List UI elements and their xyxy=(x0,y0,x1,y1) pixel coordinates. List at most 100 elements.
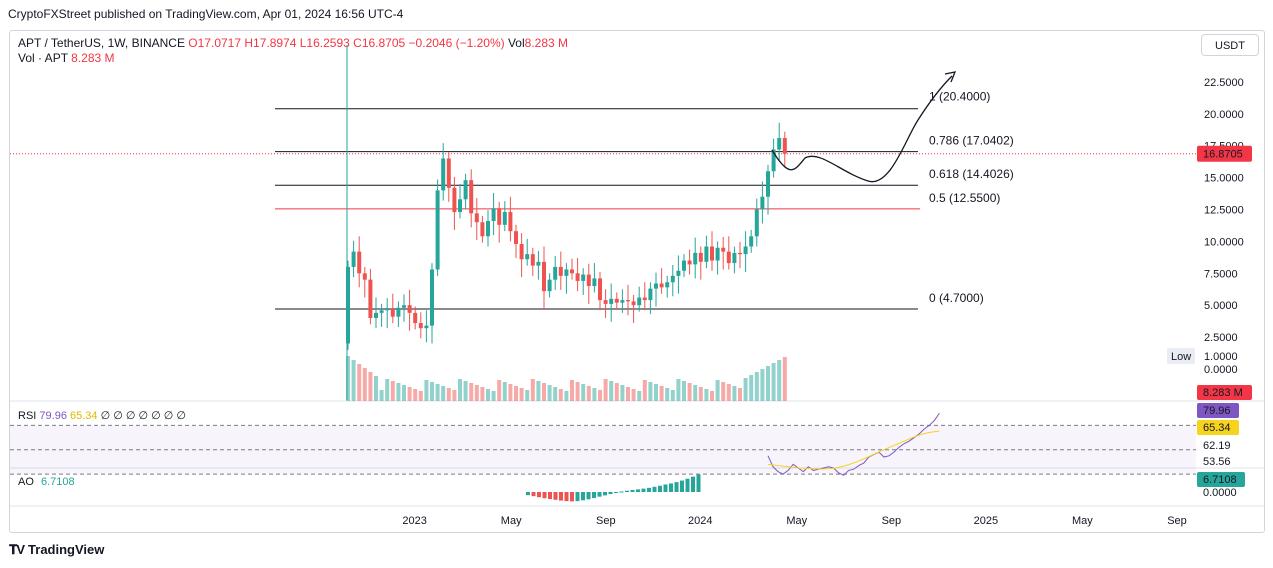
candle-body xyxy=(777,138,782,150)
ao-bar xyxy=(526,492,530,496)
volume-bar xyxy=(586,386,591,401)
ao-bar xyxy=(537,492,541,498)
vol-label: Vol xyxy=(507,36,525,50)
volume-bar xyxy=(726,384,731,401)
price-axis-tick: 22.5000 xyxy=(1204,77,1244,89)
volume-bar xyxy=(598,390,602,401)
rsi-label[interactable]: RSI xyxy=(18,410,37,422)
candle-body xyxy=(586,274,591,287)
candle-body xyxy=(609,298,614,304)
candle-body xyxy=(570,269,574,274)
volume-bar xyxy=(435,384,440,401)
volume-bar xyxy=(777,360,782,401)
ao-bar xyxy=(564,492,569,502)
volume-bar xyxy=(536,381,541,401)
ao-label[interactable]: AO xyxy=(18,476,34,488)
volume-bar xyxy=(609,381,614,401)
volume-bar xyxy=(575,382,580,401)
ao-bar xyxy=(641,488,646,492)
volume-bar xyxy=(491,391,496,401)
volume-bar xyxy=(446,388,451,401)
volume-bar xyxy=(374,376,378,401)
ohlc-low: L16.2593 xyxy=(299,36,350,50)
price-axis-tick: 10.0000 xyxy=(1204,236,1244,248)
ao-axis-value: 6.7108 xyxy=(1203,474,1237,486)
volume-bar xyxy=(553,387,558,401)
candle-body xyxy=(519,243,524,260)
rsi-extra-values: ∅ ∅ ∅ ∅ ∅ ∅ ∅ xyxy=(100,410,187,422)
candle-body xyxy=(721,247,726,252)
candle-body xyxy=(396,307,401,317)
candle-body xyxy=(771,149,776,172)
candle-body xyxy=(480,222,485,237)
rsi-ma-value: 65.34 xyxy=(70,410,98,422)
candle-body xyxy=(441,158,446,191)
candle-body xyxy=(407,305,412,313)
candle-body xyxy=(547,279,552,292)
time-axis-tick: Sep xyxy=(882,515,902,527)
volume-bar xyxy=(626,387,630,401)
candle-body xyxy=(385,309,390,311)
time-axis-tick: Sep xyxy=(1167,515,1187,527)
candle-body xyxy=(614,298,619,303)
candle-body xyxy=(402,305,406,308)
candle-body xyxy=(581,274,586,281)
rsi-value: 79.96 xyxy=(39,410,67,422)
candle-body xyxy=(430,269,434,326)
volume-bar xyxy=(771,363,776,401)
volume-indicator-label[interactable]: Vol · APT xyxy=(18,51,68,65)
volume-bar xyxy=(385,379,390,401)
ao-bar xyxy=(658,485,662,492)
fib-level-label: 0.786 (17.0402) xyxy=(929,134,1014,148)
fib-level-label: 0 (4.7000) xyxy=(929,291,984,305)
publisher-credit: CryptoFXStreet published on TradingView.… xyxy=(8,7,404,21)
candle-body xyxy=(726,251,731,264)
price-axis-tick: 2.5000 xyxy=(1204,332,1238,344)
candle-body xyxy=(514,231,518,244)
candle-body xyxy=(738,252,742,255)
volume-bar xyxy=(710,391,714,401)
candle-body xyxy=(530,254,535,266)
volume-bar xyxy=(362,368,367,401)
candle-body xyxy=(659,283,664,288)
tradingview-logo[interactable]: 𝐓V TradingView xyxy=(9,542,104,558)
projection-arrowhead xyxy=(944,71,957,83)
candle-body xyxy=(497,208,502,225)
candle-body xyxy=(575,273,580,281)
candle-body xyxy=(732,252,737,264)
volume-bar xyxy=(452,390,457,401)
volume-bar xyxy=(704,389,709,401)
volume-bar xyxy=(402,385,406,401)
volume-bar xyxy=(413,389,418,401)
candle-body xyxy=(749,236,754,247)
current-price-label-box xyxy=(1197,145,1252,162)
candle-body xyxy=(435,190,440,270)
candle-body xyxy=(592,278,597,287)
symbol-title[interactable]: APT / TetherUS, 1W, BINANCE xyxy=(18,36,185,50)
fib-level-label: 1 (20.4000) xyxy=(929,90,990,104)
ao-bar xyxy=(647,487,651,492)
volume-bar xyxy=(497,380,502,401)
volume-bar xyxy=(754,372,759,401)
candle-body xyxy=(682,260,686,271)
ao-bar xyxy=(531,492,536,497)
symbol-legend: APT / TetherUS, 1W, BINANCE O17.0717 H17… xyxy=(18,36,568,66)
volume-bar xyxy=(721,382,726,401)
ao-bar xyxy=(636,489,640,492)
volume-bar xyxy=(424,380,429,401)
volume-bar xyxy=(351,360,356,401)
candle-body xyxy=(458,199,462,213)
volume-bar xyxy=(564,391,569,401)
candle-body xyxy=(704,246,709,262)
candle-body xyxy=(357,251,362,274)
ao-bar xyxy=(603,492,607,496)
price-axis-tick: 7.5000 xyxy=(1204,268,1238,280)
candle-body xyxy=(620,300,625,303)
time-axis-tick: May xyxy=(501,515,522,527)
ao-bar xyxy=(680,480,684,492)
tradingview-logo-icon: 𝐓V xyxy=(9,542,25,557)
currency-button[interactable]: USDT xyxy=(1201,34,1259,56)
rsi-line xyxy=(767,412,940,476)
ohlc-high: H17.8974 xyxy=(244,36,297,50)
